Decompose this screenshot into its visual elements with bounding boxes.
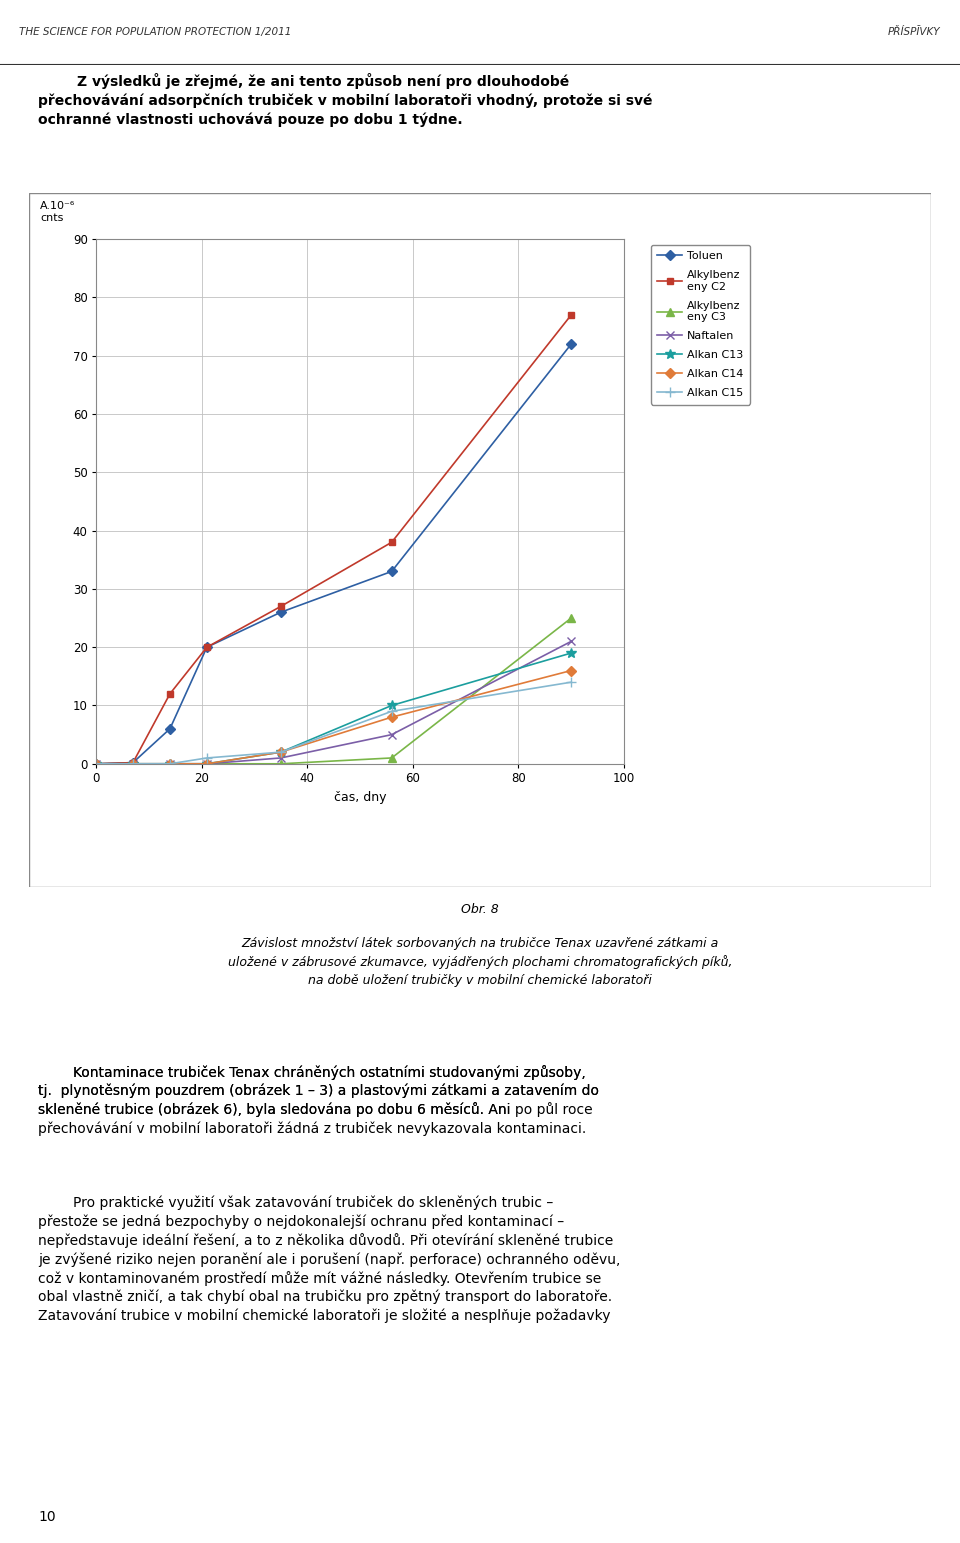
Alkan C14 <box>275 742 286 761</box>
Text: Kontaminace trubiček Tenax chráněných ostatními studovanými způsoby,
tj.  plynot: Kontaminace trubiček Tenax chráněných os… <box>38 1065 599 1117</box>
Legend: Toluen, Alkylbenz
eny C2, Alkylbenz
eny C3, Naftalen, Alkan C13, Alkan C14, Alka: Toluen, Alkylbenz eny C2, Alkylbenz eny … <box>651 245 751 404</box>
Alkylbenz
eny C2 <box>275 597 286 616</box>
Alkan C13 <box>90 755 102 773</box>
Toluen <box>386 562 397 580</box>
Alkylbenz
eny C3 <box>386 748 397 767</box>
Line: Toluen: Toluen <box>92 341 575 767</box>
Naftalen <box>386 725 397 744</box>
Alkan C13 <box>565 643 577 662</box>
Line: Naftalen: Naftalen <box>92 637 575 768</box>
Naftalen <box>164 755 176 773</box>
Text: Kontaminace trubiček Tenax chráněných ostatními studovanými způsoby,
tj.  plynot: Kontaminace trubiček Tenax chráněných os… <box>38 1065 599 1136</box>
Alkylbenz
eny C3 <box>127 755 138 773</box>
Toluen <box>164 719 176 738</box>
Alkylbenz
eny C2 <box>386 532 397 551</box>
Toluen <box>127 753 138 772</box>
Alkan C14 <box>127 755 138 773</box>
Text: PŘÍSPĨVKY: PŘÍSPĨVKY <box>888 28 941 37</box>
Alkan C15 <box>164 755 176 773</box>
Line: Alkan C14: Alkan C14 <box>92 667 575 767</box>
Alkan C14 <box>201 755 212 773</box>
Text: A.10⁻⁶
cnts: A.10⁻⁶ cnts <box>40 201 76 224</box>
Alkylbenz
eny C2 <box>90 755 102 773</box>
Alkan C13 <box>201 755 212 773</box>
Alkan C14 <box>565 662 577 680</box>
Text: 10: 10 <box>38 1511 56 1524</box>
Alkan C15 <box>386 702 397 721</box>
Alkylbenz
eny C3 <box>164 755 176 773</box>
Alkylbenz
eny C3 <box>275 755 286 773</box>
Alkan C14 <box>90 755 102 773</box>
Alkylbenz
eny C3 <box>90 755 102 773</box>
Line: Alkylbenz
eny C2: Alkylbenz eny C2 <box>92 312 575 767</box>
Alkan C15 <box>90 755 102 773</box>
Alkan C14 <box>164 755 176 773</box>
Naftalen <box>201 755 212 773</box>
Naftalen <box>565 633 577 651</box>
Toluen <box>565 335 577 353</box>
Alkan C13 <box>127 755 138 773</box>
Toluen <box>201 637 212 656</box>
Alkan C13 <box>164 755 176 773</box>
Alkan C15 <box>127 755 138 773</box>
Text: THE SCIENCE FOR POPULATION PROTECTION 1/2011: THE SCIENCE FOR POPULATION PROTECTION 1/… <box>19 28 292 37</box>
Alkylbenz
eny C2 <box>127 753 138 772</box>
Naftalen <box>127 755 138 773</box>
Naftalen <box>275 748 286 767</box>
Alkylbenz
eny C2 <box>565 306 577 324</box>
Alkan C15 <box>201 748 212 767</box>
Alkan C13 <box>275 742 286 761</box>
Toluen <box>275 603 286 622</box>
Alkylbenz
eny C3 <box>565 609 577 628</box>
Line: Alkan C13: Alkan C13 <box>91 648 576 768</box>
Line: Alkan C15: Alkan C15 <box>91 677 576 768</box>
Alkan C15 <box>275 742 286 761</box>
Naftalen <box>90 755 102 773</box>
Alkylbenz
eny C2 <box>201 637 212 656</box>
Toluen <box>90 755 102 773</box>
Alkylbenz
eny C3 <box>201 755 212 773</box>
X-axis label: čas, dny: čas, dny <box>334 790 386 804</box>
Alkan C15 <box>565 673 577 691</box>
Text: Z výsledků je zřejmé, že ani tento způsob není pro dlouhodobé
přechovávání adsor: Z výsledků je zřejmé, že ani tento způso… <box>38 73 653 127</box>
Text: Závislost množství látek sorbovaných na trubičce Tenax uzavřené zátkami a
uložen: Závislost množství látek sorbovaných na … <box>228 937 732 988</box>
Alkylbenz
eny C2 <box>164 685 176 704</box>
Text: Pro praktické využití však zatavování trubiček do skleněných trubic –
přestože s: Pro praktické využití však zatavování tr… <box>38 1196 621 1322</box>
Alkan C13 <box>386 696 397 714</box>
Text: Obr. 8: Obr. 8 <box>461 903 499 915</box>
Line: Alkylbenz
eny C3: Alkylbenz eny C3 <box>92 614 575 768</box>
FancyBboxPatch shape <box>29 193 931 887</box>
Alkan C14 <box>386 708 397 727</box>
